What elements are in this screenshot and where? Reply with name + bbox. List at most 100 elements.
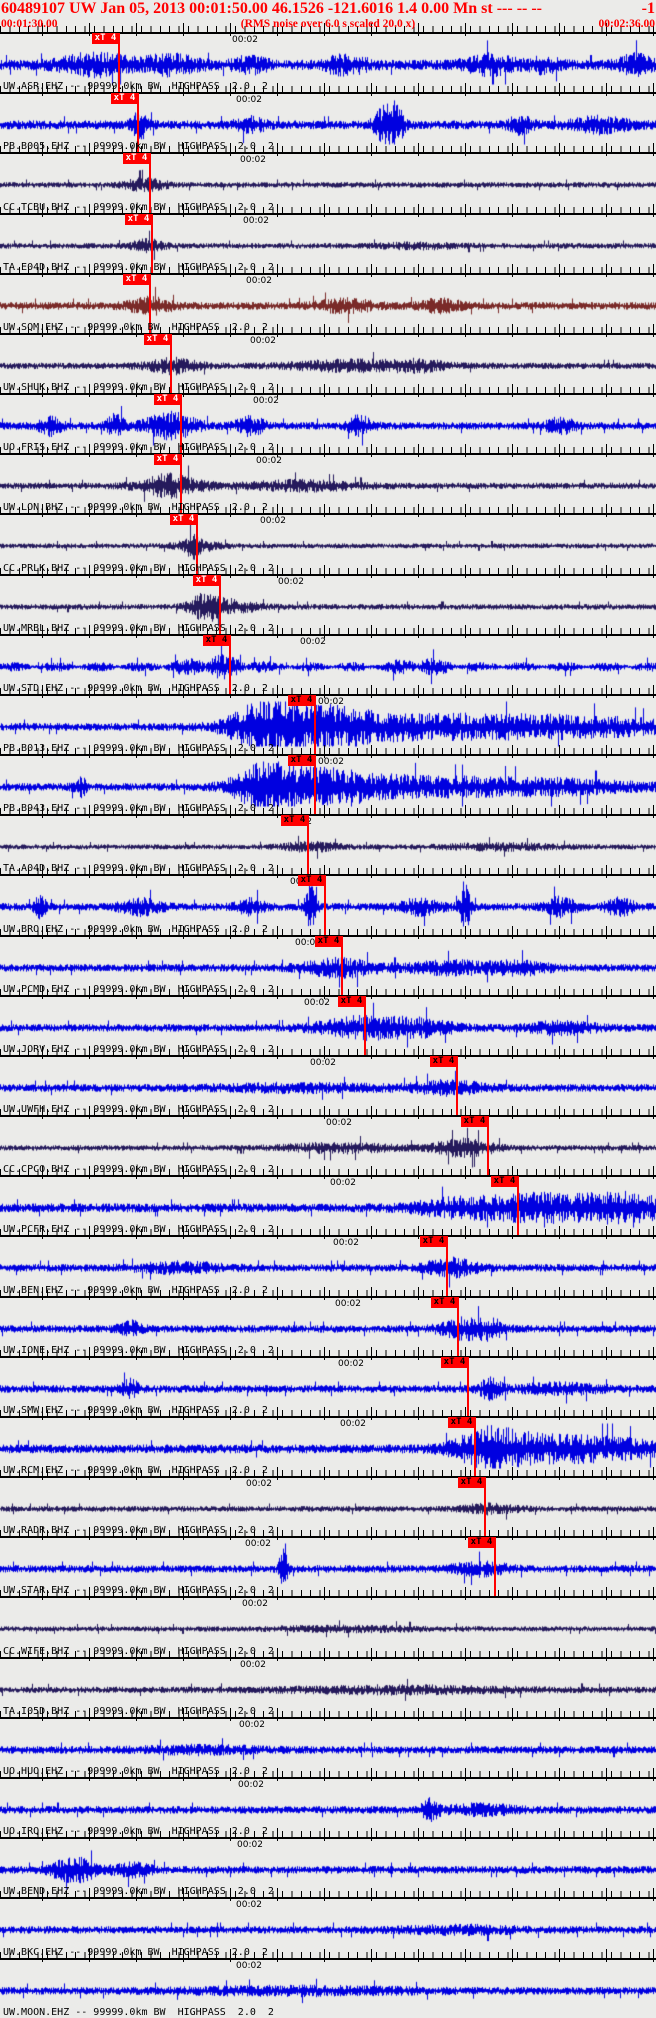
station-label: UW.UWFH.EHZ -- 99999.0km BW HIGHPASS 2.0…: [3, 1104, 274, 1116]
pick-flag[interactable]: xT 4: [193, 574, 220, 586]
pick-line[interactable]: [180, 394, 182, 454]
waveform-canvas[interactable]: [0, 1421, 656, 1470]
waveform-canvas[interactable]: [0, 1903, 656, 1952]
pick-flag[interactable]: xT 4: [430, 1055, 457, 1067]
time-tick-label: 00:02: [338, 1358, 364, 1369]
waveform-canvas[interactable]: [0, 1121, 656, 1170]
pick-line[interactable]: [517, 1176, 519, 1236]
pick-line[interactable]: [137, 93, 139, 153]
waveform-canvas[interactable]: [0, 1482, 656, 1531]
pick-line[interactable]: [467, 1356, 469, 1416]
pick-line[interactable]: [314, 694, 316, 755]
waveform-canvas[interactable]: [0, 38, 656, 86]
pick-line[interactable]: [484, 1477, 486, 1537]
waveform-canvas[interactable]: [0, 278, 656, 327]
trace-panel: 00:02 TA.I05D.BHZ -- 99999.0km BW HIGHPAS…: [0, 1647, 656, 1717]
pick-line[interactable]: [457, 1296, 459, 1356]
waveform-canvas[interactable]: [0, 699, 656, 748]
waveform-canvas[interactable]: [0, 1963, 656, 2012]
pick-line[interactable]: [229, 634, 231, 694]
station-label: UW.PCFR.EHZ -- 99999.0km BW HIGHPASS 2.0…: [3, 1224, 274, 1236]
waveform-canvas[interactable]: [0, 1060, 656, 1109]
pick-line[interactable]: [180, 454, 182, 514]
pick-flag[interactable]: xT 4: [458, 1477, 485, 1489]
pick-line[interactable]: [474, 1416, 476, 1477]
pick-line[interactable]: [149, 273, 151, 333]
pick-line[interactable]: [324, 875, 326, 935]
pick-flag[interactable]: xT 4: [144, 333, 171, 345]
waveform-canvas[interactable]: [0, 579, 656, 628]
pick-flag[interactable]: xT 4: [92, 33, 119, 44]
pick-flag[interactable]: xT 4: [298, 875, 325, 887]
pick-flag[interactable]: xT 4: [154, 454, 181, 466]
pick-line[interactable]: [446, 1236, 448, 1296]
pick-flag[interactable]: xT 4: [431, 1296, 458, 1308]
pick-flag[interactable]: xT 4: [203, 634, 230, 646]
waveform-canvas[interactable]: [0, 98, 656, 147]
station-label: UW.STAR.EHZ -- 99999.0km BW HIGHPASS 2.0…: [3, 1585, 274, 1597]
waveform-canvas[interactable]: [0, 820, 656, 869]
pick-line[interactable]: [118, 33, 120, 93]
trace-panel: 00:02 CC.WIFE.BHZ -- 99999.0km BW HIGHPAS…: [0, 1587, 656, 1657]
trace-panel: 00:02 xT 4 UW.SHUK.BHZ -- 99999.0km BW HIG…: [0, 323, 656, 394]
time-tick-label: 00:02: [236, 1900, 262, 1911]
pick-flag[interactable]: xT 4: [288, 755, 315, 767]
pick-flag[interactable]: xT 4: [111, 93, 138, 105]
waveform-canvas[interactable]: [0, 1361, 656, 1410]
pick-flag[interactable]: xT 4: [338, 995, 365, 1007]
waveform-canvas[interactable]: [0, 218, 656, 267]
pick-line[interactable]: [196, 514, 198, 574]
waveform-canvas[interactable]: [0, 1000, 656, 1049]
waveform-canvas[interactable]: [0, 1301, 656, 1350]
waveform-canvas[interactable]: [0, 1722, 656, 1771]
waveform-canvas[interactable]: [0, 940, 656, 989]
pick-line[interactable]: [456, 1055, 458, 1116]
trace-panel: 00:02 xT 4 CC.PRLK.BHZ -- 99999.0km BW HIG…: [0, 504, 656, 574]
pick-flag[interactable]: xT 4: [154, 394, 181, 406]
waveform-canvas[interactable]: [0, 399, 656, 448]
waveform-canvas[interactable]: [0, 158, 656, 207]
waveform-canvas[interactable]: [0, 1181, 656, 1230]
pick-line[interactable]: [341, 935, 343, 995]
waveform-canvas[interactable]: [0, 880, 656, 929]
pick-flag[interactable]: xT 4: [448, 1416, 475, 1428]
station-label: UW.SHUK.BHZ -- 99999.0km BW HIGHPASS 2.0…: [3, 382, 274, 394]
time-tick-label: 00:02: [340, 1418, 366, 1429]
trace-panel: 00:02 xT 4 UW.IONE.EHZ -- 99999.0km BW HIG…: [0, 1286, 656, 1356]
pick-flag[interactable]: xT 4: [123, 153, 150, 165]
pick-flag[interactable]: xT 4: [461, 1116, 488, 1128]
time-tick-label: 00:02: [253, 396, 279, 407]
pick-line[interactable]: [219, 574, 221, 634]
time-tick-label: 00:02: [239, 1719, 265, 1730]
pick-flag[interactable]: xT 4: [315, 935, 342, 947]
pick-flag[interactable]: xT 4: [288, 694, 315, 706]
pick-line[interactable]: [487, 1116, 489, 1176]
waveform-canvas[interactable]: [0, 459, 656, 508]
pick-flag[interactable]: xT 4: [123, 273, 150, 285]
waveform-canvas[interactable]: [0, 338, 656, 387]
waveform-canvas[interactable]: [0, 760, 656, 809]
pick-line[interactable]: [307, 815, 309, 875]
pick-flag[interactable]: xT 4: [441, 1356, 468, 1368]
pick-line[interactable]: [151, 213, 153, 273]
pick-flag[interactable]: xT 4: [170, 514, 197, 526]
waveform-canvas[interactable]: [0, 519, 656, 568]
pick-flag[interactable]: xT 4: [468, 1537, 495, 1549]
waveform-canvas[interactable]: [0, 1843, 656, 1892]
pick-flag[interactable]: xT 4: [491, 1176, 518, 1188]
pick-line[interactable]: [170, 333, 172, 394]
waveform-canvas[interactable]: [0, 1782, 656, 1831]
pick-line[interactable]: [364, 995, 366, 1055]
pick-line[interactable]: [149, 153, 151, 213]
waveform-canvas[interactable]: [0, 1542, 656, 1591]
pick-flag[interactable]: xT 4: [420, 1236, 447, 1248]
trace-panel: 00:02 xT 4 UW.RADR.BHZ -- 99999.0km BW HIG…: [0, 1467, 656, 1537]
waveform-canvas[interactable]: [0, 639, 656, 688]
waveform-canvas[interactable]: [0, 1662, 656, 1711]
pick-flag[interactable]: xT 4: [125, 213, 152, 225]
waveform-canvas[interactable]: [0, 1602, 656, 1651]
pick-flag[interactable]: xT 4: [281, 815, 308, 827]
waveform-canvas[interactable]: [0, 1241, 656, 1290]
pick-line[interactable]: [494, 1537, 496, 1597]
pick-line[interactable]: [314, 755, 316, 815]
